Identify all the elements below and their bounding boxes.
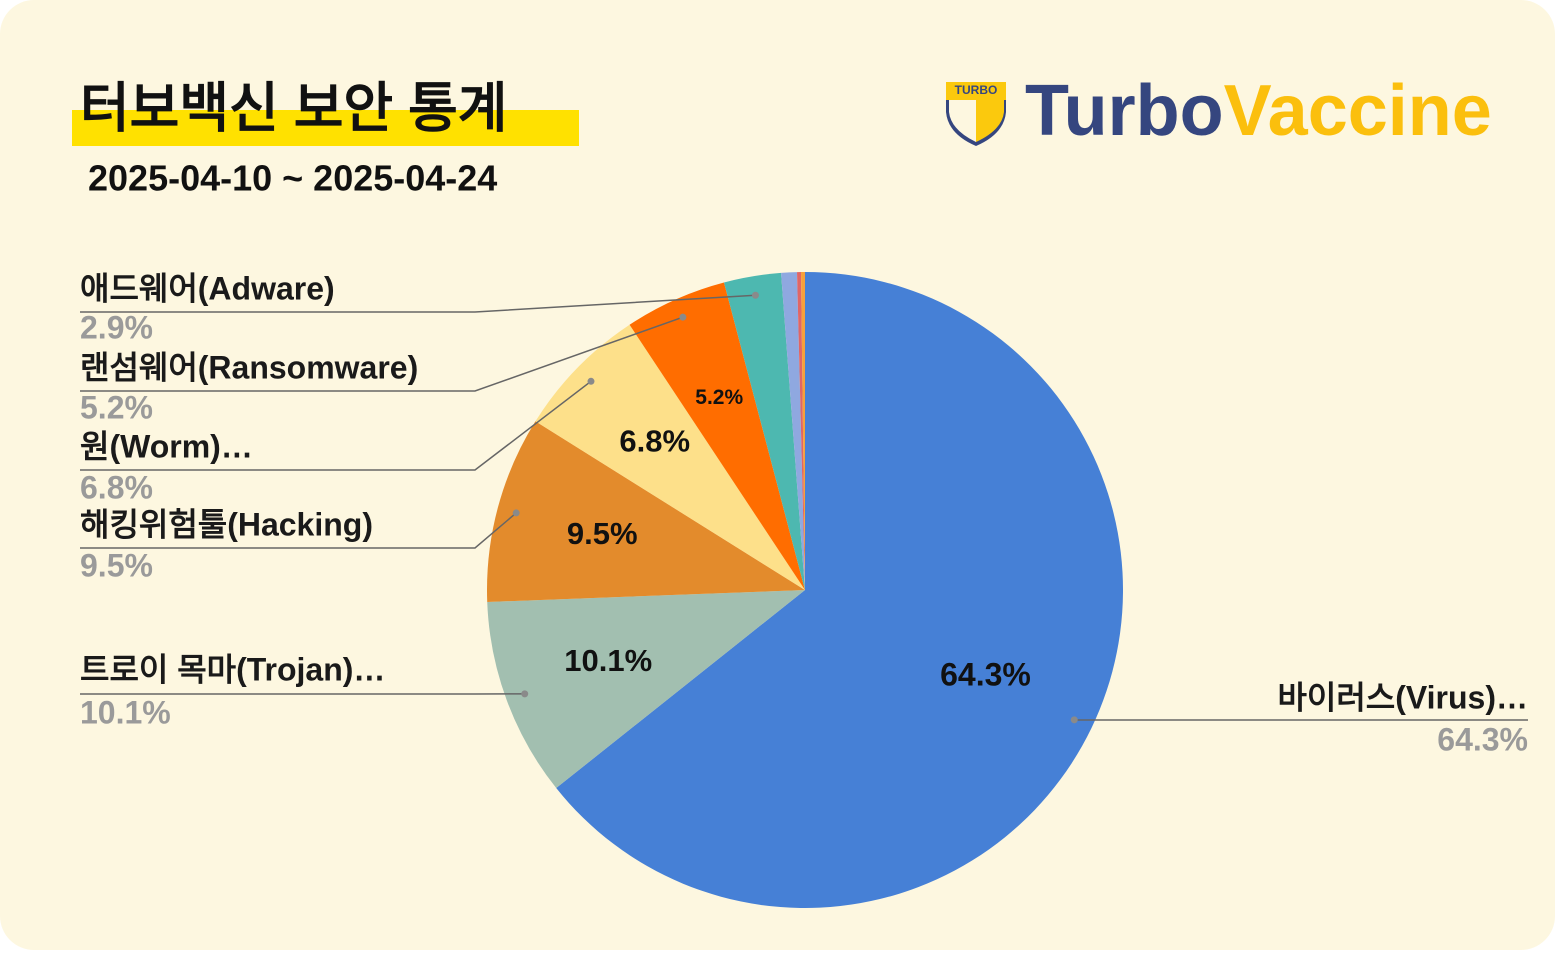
leader-dot (1071, 716, 1078, 723)
percent-label: 64.3% (1437, 721, 1528, 757)
leader-dot (521, 690, 528, 697)
percent-label: 5.2% (80, 389, 153, 425)
title: 터보백신 보안 통계 (80, 78, 507, 138)
category-label: 애드웨어(Adware) (80, 270, 335, 306)
category-label: 바이러스(Virus)… (1277, 679, 1528, 715)
brand-turbo: Turbo (1025, 71, 1224, 151)
percent-label: 10.1% (80, 694, 171, 730)
category-label: 랜섬웨어(Ransomware) (80, 349, 418, 385)
slice-label: 64.3% (940, 656, 1031, 692)
brand-vaccine: Vaccine (1224, 71, 1492, 151)
leader-dot (752, 292, 759, 299)
category-label: 트로이 목마(Trojan)… (80, 651, 385, 687)
slice-label: 6.8% (619, 424, 690, 459)
leader-dot (587, 378, 594, 385)
slice-label: 9.5% (567, 516, 638, 551)
leader-dot (513, 509, 520, 516)
slice-label: 5.2% (695, 386, 743, 409)
category-label: 해킹위험툴(Hacking) (80, 506, 373, 542)
logo-badge: TURBO (955, 83, 998, 97)
slice-label: 10.1% (564, 643, 652, 678)
category-label: 원(Worm)… (80, 428, 253, 464)
percent-label: 2.9% (80, 309, 153, 345)
date-range: 2025-04-10 ~ 2025-04-24 (88, 158, 497, 199)
leader-dot (679, 314, 686, 321)
percent-label: 9.5% (80, 547, 153, 583)
percent-label: 6.8% (80, 469, 153, 505)
brand: TurboVaccine (1025, 71, 1492, 151)
